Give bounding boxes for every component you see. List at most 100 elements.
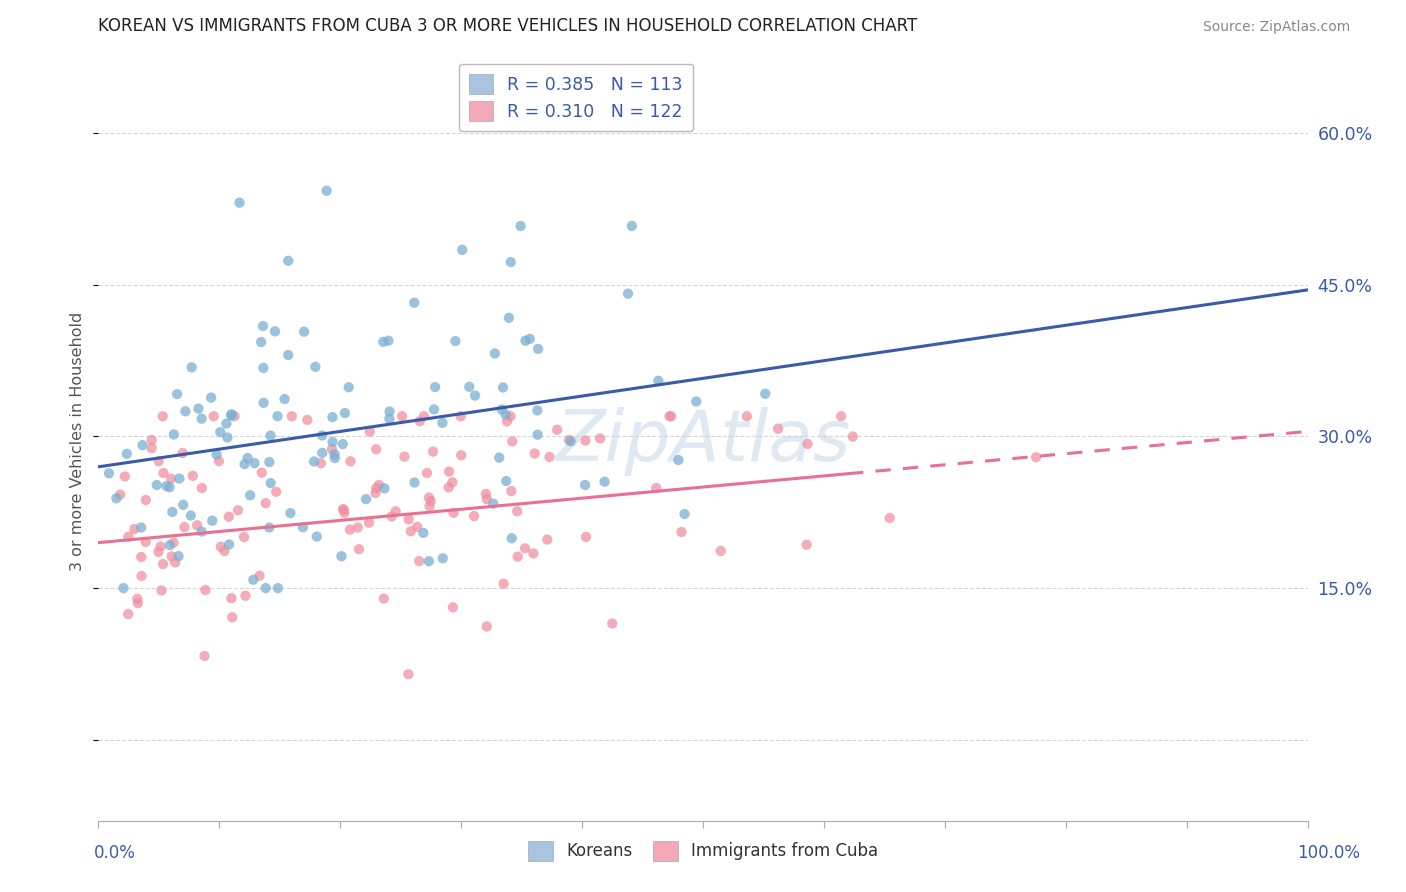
Point xyxy=(589,432,612,446)
Point xyxy=(254,581,277,595)
Point xyxy=(451,243,474,257)
Point xyxy=(339,454,361,468)
Point xyxy=(214,544,236,558)
Point xyxy=(398,512,420,526)
Point xyxy=(575,530,598,544)
Point xyxy=(422,444,444,458)
Point xyxy=(475,487,498,501)
Point xyxy=(257,520,280,534)
Point xyxy=(593,475,616,489)
Point xyxy=(193,648,215,663)
Point xyxy=(519,332,541,346)
Point xyxy=(209,540,232,554)
Point xyxy=(419,494,441,508)
Point xyxy=(159,480,181,494)
Point xyxy=(515,334,537,348)
Point xyxy=(221,407,243,421)
Point xyxy=(492,380,515,394)
Point xyxy=(425,380,447,394)
Point xyxy=(735,409,758,424)
Point xyxy=(254,496,277,510)
Point xyxy=(416,466,439,480)
Point xyxy=(364,442,387,457)
Point xyxy=(673,507,696,521)
Point xyxy=(526,427,548,442)
Point xyxy=(205,448,228,462)
Point xyxy=(499,409,522,424)
Point xyxy=(159,538,181,552)
Point xyxy=(202,409,225,424)
Point xyxy=(332,437,354,451)
Point xyxy=(277,348,299,362)
Point xyxy=(167,549,190,563)
Point xyxy=(501,531,523,545)
Point xyxy=(495,408,517,422)
Point xyxy=(830,409,852,424)
Point xyxy=(105,491,128,506)
Point xyxy=(381,509,404,524)
Point xyxy=(166,387,188,401)
Point xyxy=(218,509,240,524)
Point xyxy=(243,456,266,470)
Point xyxy=(501,434,523,449)
Point xyxy=(346,520,368,534)
Point xyxy=(378,404,401,418)
Point xyxy=(309,456,332,470)
Point xyxy=(496,414,519,428)
Point xyxy=(475,492,498,507)
Point xyxy=(1025,450,1047,465)
Point xyxy=(98,467,121,481)
Point xyxy=(377,334,399,348)
Point xyxy=(668,453,690,467)
Point xyxy=(879,511,901,525)
Y-axis label: 3 or more Vehicles in Household: 3 or more Vehicles in Household xyxy=(70,312,86,571)
Point xyxy=(620,219,643,233)
Point xyxy=(488,450,510,465)
Text: KOREAN VS IMMIGRANTS FROM CUBA 3 OR MORE VEHICLES IN HOUSEHOLD CORRELATION CHART: KOREAN VS IMMIGRANTS FROM CUBA 3 OR MORE… xyxy=(98,17,918,35)
Point xyxy=(766,422,789,436)
Point xyxy=(404,475,426,490)
Point xyxy=(186,518,208,533)
Point xyxy=(297,413,319,427)
Point xyxy=(373,482,395,496)
Point xyxy=(645,481,668,495)
Point xyxy=(304,359,326,374)
Point xyxy=(242,573,264,587)
Point xyxy=(115,447,138,461)
Point xyxy=(357,516,380,530)
Point xyxy=(523,446,546,460)
Point xyxy=(127,591,149,606)
Point xyxy=(527,342,550,356)
Point xyxy=(149,540,172,554)
Point xyxy=(538,450,561,464)
Point xyxy=(413,409,436,424)
Point xyxy=(117,607,139,621)
Point xyxy=(754,386,776,401)
Point xyxy=(444,334,467,348)
Point xyxy=(536,533,558,547)
Point xyxy=(252,319,274,334)
Point xyxy=(337,380,360,394)
Text: Source: ZipAtlas.com: Source: ZipAtlas.com xyxy=(1202,21,1350,34)
Point xyxy=(574,434,596,448)
Text: 100.0%: 100.0% xyxy=(1298,844,1360,862)
Point xyxy=(124,522,146,536)
Point xyxy=(152,409,174,424)
Point xyxy=(373,591,395,606)
Point xyxy=(162,505,184,519)
Point xyxy=(432,551,454,566)
Point xyxy=(226,503,249,517)
Point xyxy=(359,425,381,439)
Point xyxy=(499,255,522,269)
Point xyxy=(464,388,486,402)
Point xyxy=(323,451,346,466)
Point xyxy=(266,409,288,424)
Point xyxy=(441,600,464,615)
Point xyxy=(364,486,387,500)
Point xyxy=(333,506,356,520)
Point xyxy=(259,428,281,442)
Point xyxy=(221,610,243,624)
Point xyxy=(526,403,548,417)
Point xyxy=(658,409,681,424)
Point xyxy=(647,374,669,388)
